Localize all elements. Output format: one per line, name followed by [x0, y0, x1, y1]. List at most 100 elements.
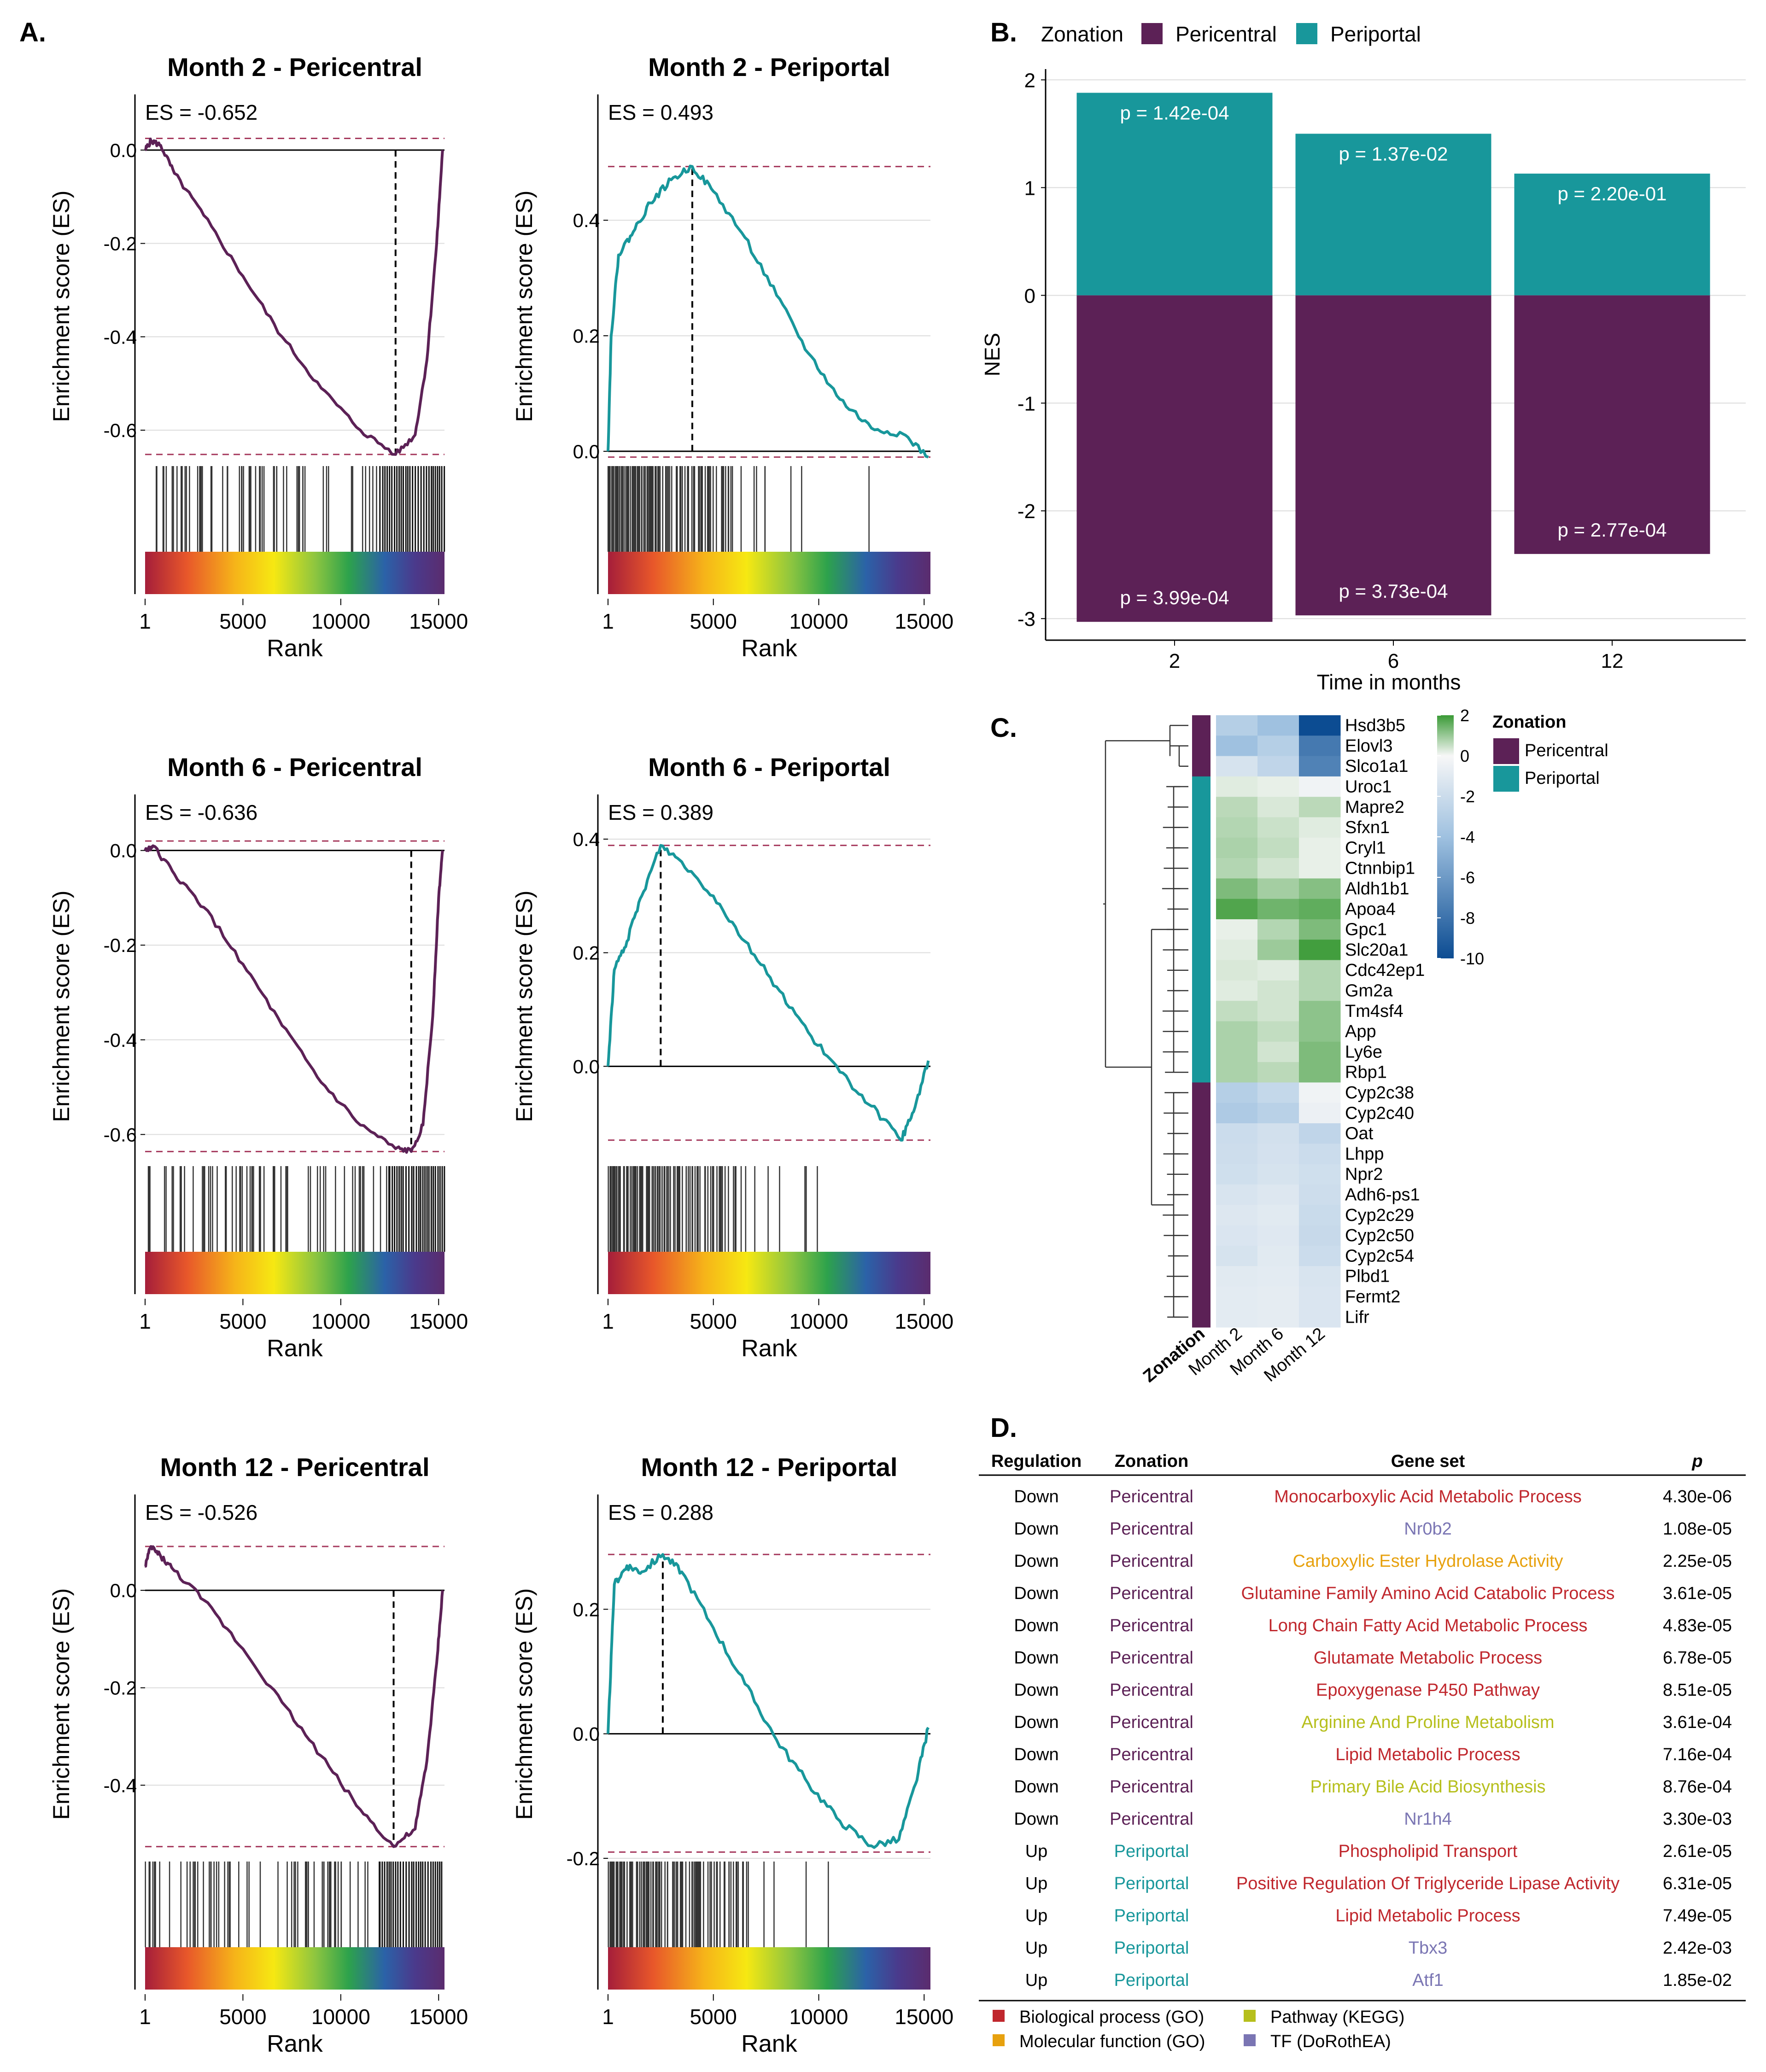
- heatmap-zonation-cell: [1192, 878, 1210, 899]
- heatmap-legend-periportal: Periportal: [1525, 769, 1600, 788]
- colorbar-tick-label: -10: [1460, 949, 1484, 968]
- heatmap-cell: [1299, 756, 1341, 777]
- bar-pvalue-label: p = 2.77e-04: [1557, 519, 1667, 541]
- table-cell-zonation: Periportal: [1114, 1971, 1189, 1990]
- heatmap-gene-label: Ctnnbip1: [1345, 859, 1415, 878]
- gsea-xtick-label: 1: [602, 2005, 614, 2029]
- gsea-ytick-label: -0.2: [104, 934, 137, 956]
- table-cell-regulation: Up: [1025, 1874, 1048, 1893]
- table-cell-gene-set: Epoxygenase P450 Pathway: [1316, 1681, 1540, 1700]
- heatmap-cell: [1257, 837, 1299, 858]
- bar-xtick-label: 2: [1169, 650, 1180, 672]
- heatmap-zonation-cell: [1192, 1205, 1210, 1226]
- table-cell-gene-set: Lipid Metabolic Process: [1335, 1906, 1520, 1926]
- heatmap-zonation-cell: [1192, 715, 1210, 736]
- gsea-xtick-label: 1: [602, 1309, 614, 1333]
- heatmap-zonation-cell: [1192, 756, 1210, 777]
- table-header-zonation: Zonation: [1115, 1452, 1188, 1471]
- gsea-ytick-label: -0.4: [104, 326, 137, 348]
- heatmap-cell: [1257, 1164, 1299, 1185]
- heatmap-cell: [1216, 797, 1258, 817]
- heatmap-zonation-cell: [1192, 1103, 1210, 1124]
- gsea-xtick-label: 5000: [219, 2005, 266, 2029]
- heatmap-cell: [1257, 1082, 1299, 1103]
- table-cell-p: 2.25e-05: [1663, 1552, 1732, 1571]
- gsea-ylabel: Enrichment score (ES): [511, 891, 537, 1122]
- gsea-ytick-label: 0.2: [573, 325, 600, 347]
- heatmap-gene-label: Cyp2c50: [1345, 1226, 1414, 1245]
- heatmap-cell: [1299, 1082, 1341, 1103]
- colorbar-tick-label: -8: [1460, 909, 1475, 928]
- table-header-gene-set: Gene set: [1391, 1452, 1465, 1471]
- heatmap-cell: [1216, 1245, 1258, 1267]
- heatmap-cell: [1299, 1307, 1341, 1328]
- table-cell-p: 3.30e-03: [1663, 1809, 1732, 1829]
- heatmap-zonation-cell: [1192, 735, 1210, 757]
- heatmap-gene-label: Aldh1b1: [1345, 879, 1409, 899]
- heatmap-zonation-cell: [1192, 1001, 1210, 1021]
- bar-ytick-label: 0: [1024, 285, 1035, 307]
- heatmap-gene-label: Lifr: [1345, 1307, 1369, 1327]
- heatmap-cell: [1257, 735, 1299, 757]
- gsea-title: Month 12 - Periportal: [641, 1453, 898, 1482]
- gsea-xtick-label: 10000: [789, 2005, 848, 2029]
- gsea-xtick-label: 1: [139, 2005, 151, 2029]
- heatmap-cell: [1299, 858, 1341, 879]
- heatmap-zonation-cell: [1192, 980, 1210, 1001]
- gsea-ytick-label: 0.4: [573, 210, 600, 231]
- gsea-hit-marks: [145, 1862, 443, 1947]
- heatmap-cell: [1299, 735, 1341, 757]
- table-cell-regulation: Down: [1014, 1487, 1058, 1506]
- bar-xtick-label: 6: [1388, 650, 1399, 672]
- heatmap-gene-label: Npr2: [1345, 1165, 1383, 1184]
- gsea-ytick-label: -0.2: [104, 1677, 137, 1699]
- heatmap-zonation-cell: [1192, 837, 1210, 858]
- heatmap-cell: [1299, 1041, 1341, 1062]
- bar-ytick-label: -2: [1017, 500, 1035, 523]
- heatmap-cell: [1299, 1021, 1341, 1042]
- heatmap-cell: [1216, 980, 1258, 1001]
- colorbar-tick-label: -6: [1460, 868, 1475, 887]
- colorbar-tick-label: -2: [1460, 787, 1475, 806]
- heatmap-cell: [1216, 817, 1258, 838]
- table-cell-p: 3.61e-04: [1663, 1713, 1732, 1732]
- table-cell-p: 2.42e-03: [1663, 1938, 1732, 1958]
- table-cell-gene-set: Primary Bile Acid Biosynthesis: [1310, 1777, 1545, 1797]
- gsea-running-score-curve: [144, 844, 444, 1154]
- heatmap-zonation-cell: [1192, 797, 1210, 817]
- table-cell-zonation: Pericentral: [1110, 1552, 1193, 1571]
- table-legend-label: Molecular function (GO): [1019, 2032, 1205, 2051]
- heatmap-cell: [1257, 1123, 1299, 1144]
- heatmap-cell: [1216, 1041, 1258, 1062]
- gsea-ytick-label: 0.0: [110, 840, 137, 862]
- heatmap-zonation-cell: [1192, 776, 1210, 797]
- heatmap-cell: [1299, 797, 1341, 817]
- gsea-title: Month 12 - Pericentral: [160, 1453, 429, 1482]
- gsea-xtick-label: 10000: [311, 609, 370, 633]
- heatmap-gene-label: Sfxn1: [1345, 818, 1390, 837]
- table-cell-p: 6.78e-05: [1663, 1648, 1732, 1668]
- table-cell-zonation: Pericentral: [1110, 1745, 1193, 1764]
- heatmap-gene-label: Plbd1: [1345, 1267, 1390, 1286]
- heatmap-cell: [1299, 878, 1341, 899]
- heatmap-cell: [1216, 1184, 1258, 1205]
- table-cell-gene-set: Nr0b2: [1404, 1519, 1452, 1539]
- gsea-rank-gradient-bar: [608, 552, 930, 594]
- table-legend-label: Pathway (KEGG): [1270, 2008, 1404, 2027]
- heatmap-cell: [1216, 858, 1258, 879]
- heatmap-gene-label: Gpc1: [1345, 920, 1387, 940]
- table-header-p: p: [1691, 1452, 1702, 1471]
- heatmap-cell: [1257, 878, 1299, 899]
- heatmap-gene-label: Ly6e: [1345, 1042, 1382, 1062]
- gsea-rank-gradient-bar: [608, 1252, 930, 1294]
- heatmap-cell: [1257, 797, 1299, 817]
- table-cell-zonation: Pericentral: [1110, 1584, 1193, 1603]
- heatmap-cell: [1257, 1041, 1299, 1062]
- gsea-hit-marks: [608, 1862, 829, 1947]
- gsea-xlabel: Rank: [741, 635, 797, 662]
- table-cell-gene-set: Positive Regulation Of Triglyceride Lipa…: [1236, 1874, 1620, 1893]
- table-cell-zonation: Pericentral: [1110, 1648, 1193, 1668]
- table-cell-p: 7.49e-05: [1663, 1906, 1732, 1926]
- table-cell-regulation: Down: [1014, 1777, 1058, 1797]
- gsea-rank-gradient-bar: [145, 1947, 444, 1990]
